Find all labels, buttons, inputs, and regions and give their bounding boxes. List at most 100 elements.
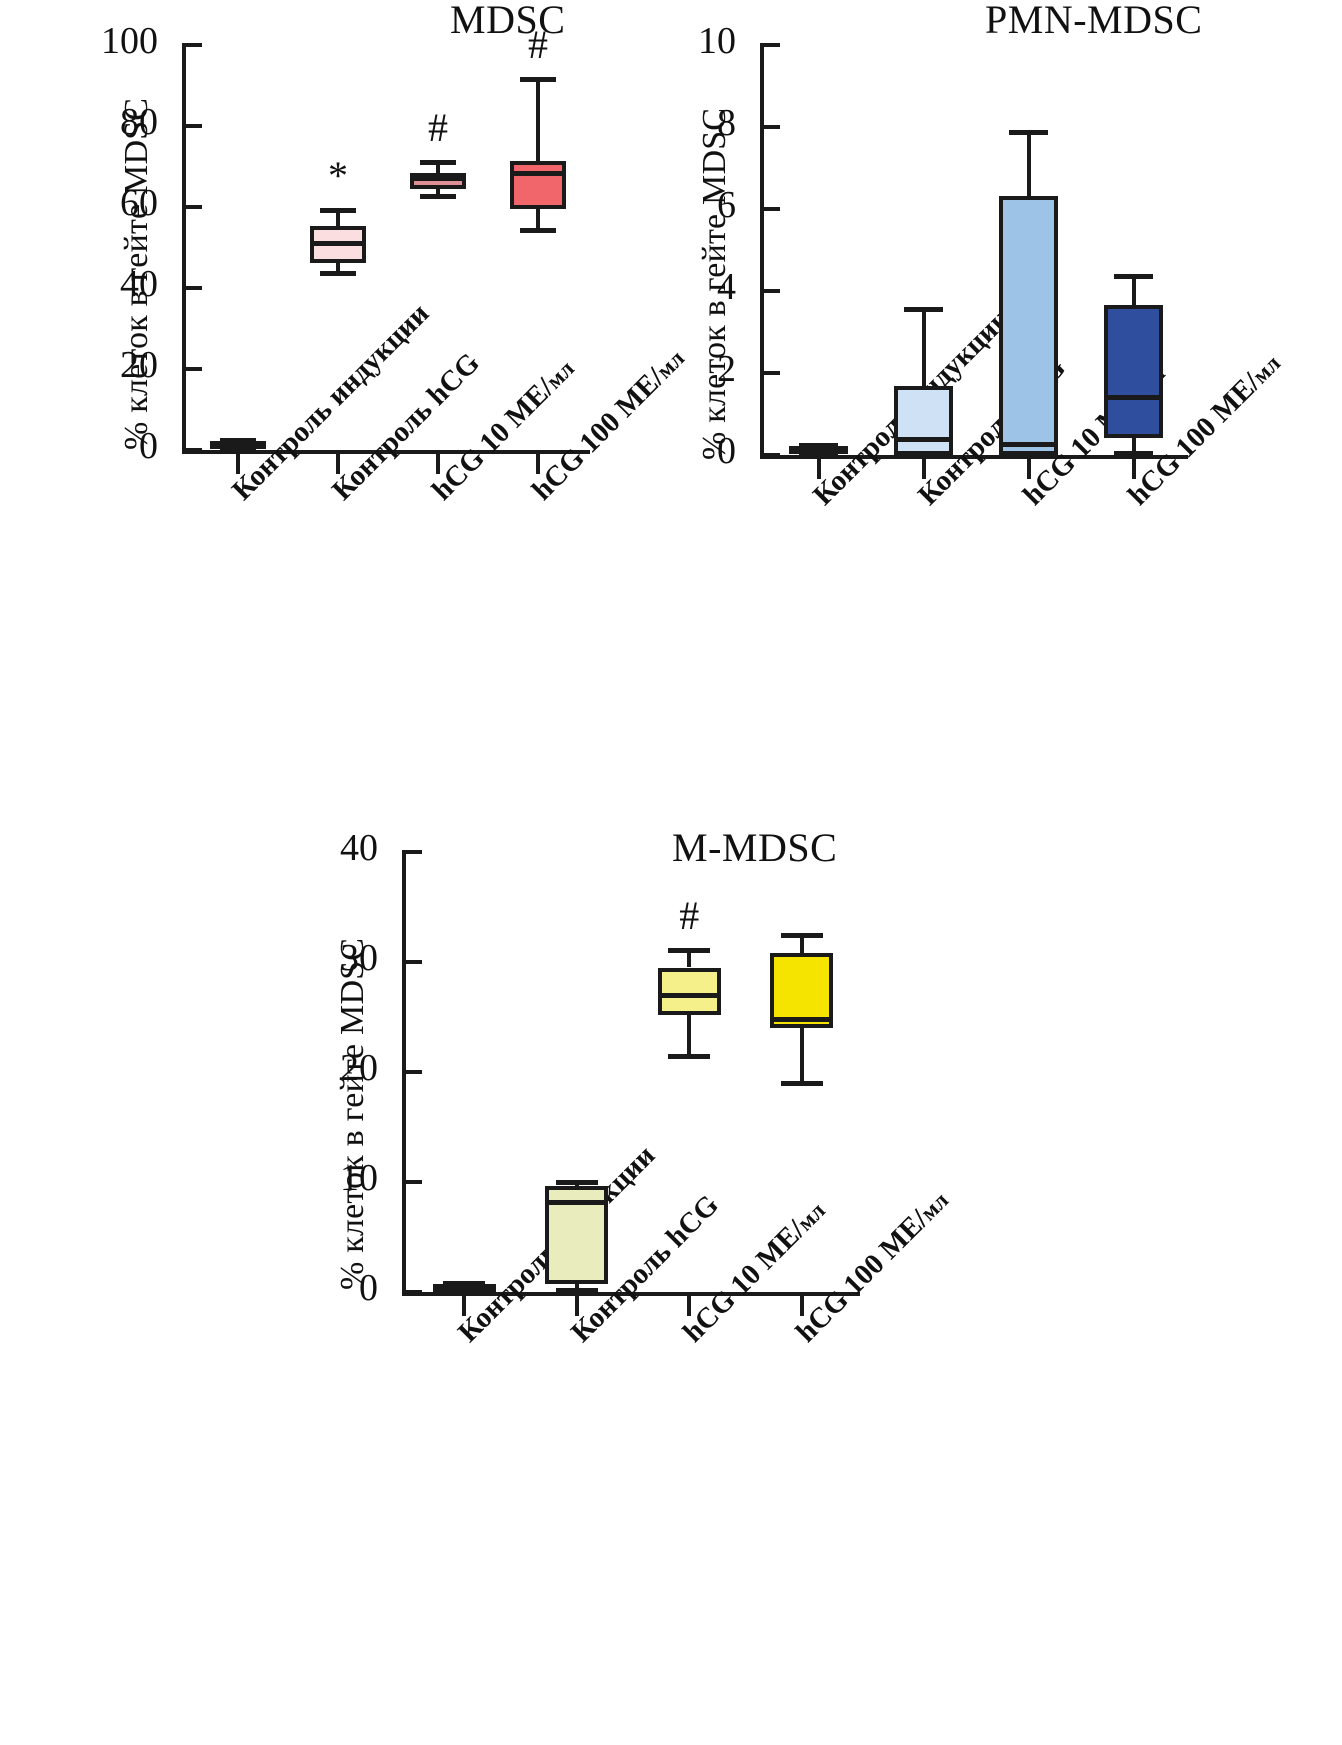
plot-area-mdsc: 0 20 40 60 80 100 Контроль индукции Контроль hC… [101, 20, 689, 507]
y-tick-label: 40 [120, 263, 158, 305]
y-tick-label: 2 [717, 348, 736, 390]
x-tick-mark [1131, 459, 1136, 479]
whisker-cap-upper [1114, 274, 1153, 280]
y-tick-label: 80 [120, 101, 158, 143]
y-tick-label: 4 [717, 266, 736, 308]
significance-marker: # [679, 892, 700, 938]
x-tick-mark [921, 459, 926, 479]
whisker-cap-lower [519, 227, 557, 233]
box-plot-median [1104, 394, 1163, 400]
y-tick-mark [182, 43, 202, 47]
box-plot-box [894, 386, 953, 455]
whisker-upper [799, 934, 804, 954]
y-tick-mark [760, 207, 780, 211]
whisker-cap-lower [1114, 450, 1153, 456]
y-tick-mark [402, 1180, 422, 1184]
y-tick-label: 8 [717, 102, 736, 144]
x-axis-line [760, 455, 1188, 459]
y-axis-label-m-mdsc: % клеток в гейте MDSC [334, 937, 371, 1290]
y-tick-mark [182, 367, 202, 371]
y-axis-line [182, 45, 186, 452]
y-tick-label: 30 [340, 937, 378, 979]
significance-marker: # [528, 22, 548, 68]
whisker-upper [336, 210, 340, 227]
box-plot-median [210, 441, 266, 447]
y-axis-line [760, 45, 764, 457]
panel-title-m-mdsc: M-MDSC [672, 825, 838, 870]
whisker-cap-lower [319, 271, 357, 277]
whisker-cap-lower [780, 1081, 823, 1086]
plot-area-pmn-mdsc: 0 2 4 6 8 10 Контроль индукции Контроль hCG hCG … [698, 20, 1285, 512]
x-tick-label: Контроль индукции [226, 297, 436, 507]
whisker-cap-upper [519, 77, 557, 83]
whisker-cap-upper [904, 307, 943, 313]
whisker-upper [687, 949, 692, 968]
whisker-upper [1131, 276, 1136, 305]
whisker-cap-lower [419, 193, 457, 199]
whisker-cap-lower [555, 1287, 598, 1293]
whisker-cap-lower [904, 453, 943, 458]
whisker-lower [436, 188, 440, 196]
y-tick-mark [760, 289, 780, 293]
y-tick-label: 6 [717, 184, 736, 226]
y-tick-mark [182, 448, 202, 452]
x-axis-line [402, 1292, 860, 1296]
whisker-cap-upper [443, 1281, 486, 1287]
y-tick-label: 0 [359, 1267, 378, 1309]
whisker-upper [536, 79, 540, 162]
whisker-lower [574, 1284, 579, 1290]
whisker-cap-lower [799, 452, 838, 458]
x-tick-mark [574, 1296, 579, 1316]
y-tick-mark [402, 850, 422, 854]
whisker-lower [536, 208, 540, 230]
whisker-lower [1131, 437, 1136, 453]
whisker-lower [687, 1014, 692, 1056]
box-plot-median [510, 170, 566, 176]
box-plot-median [310, 241, 366, 247]
y-tick-mark [182, 124, 202, 128]
x-tick-mark [1026, 459, 1031, 479]
y-tick-mark [182, 286, 202, 290]
whisker-cap-upper [219, 438, 257, 444]
x-tick-mark [436, 454, 440, 474]
y-tick-mark [760, 371, 780, 375]
y-tick-mark [402, 1290, 422, 1294]
whisker-upper [921, 309, 926, 387]
box-plot-box [657, 967, 721, 1015]
x-tick-mark [816, 459, 821, 479]
whisker-cap-upper [799, 443, 838, 449]
y-tick-label: 0 [139, 425, 158, 467]
y-tick-label: 100 [101, 20, 158, 62]
whisker-lower [799, 1028, 804, 1083]
chart-panel-pmn-mdsc: PMN-MDSC % клеток в гейте MDSC 0 2 4 6 8 10 Ко… [680, 0, 1342, 760]
significance-marker: * [328, 153, 348, 199]
y-tick-label: 20 [120, 344, 158, 386]
y-tick-mark [402, 960, 422, 964]
x-tick-mark [687, 1296, 692, 1316]
y-tick-label: 60 [120, 182, 158, 224]
whisker-cap-upper [319, 208, 357, 214]
whisker-cap-upper [419, 160, 457, 166]
y-tick-mark [182, 205, 202, 209]
x-tick-mark [799, 1296, 804, 1316]
x-tick-mark [462, 1296, 467, 1316]
y-tick-label: 20 [340, 1047, 378, 1089]
x-tick-mark [336, 454, 340, 474]
whisker-cap-upper [1009, 129, 1048, 135]
y-tick-label: 10 [698, 20, 736, 62]
panel-title-mdsc: MDSC [450, 0, 566, 42]
y-tick-mark [402, 1070, 422, 1074]
box-plot-median [894, 436, 953, 442]
panel-title-pmn-mdsc: PMN-MDSC [985, 0, 1203, 42]
whisker-cap-upper [555, 1180, 598, 1185]
box-plot-median [432, 1285, 496, 1291]
whisker-cap-lower [1009, 453, 1048, 458]
box-plot-box [1104, 304, 1163, 438]
y-tick-label: 40 [340, 827, 378, 869]
x-axis-line [182, 450, 590, 454]
box-plot-box [770, 953, 834, 1028]
whisker-lower [336, 262, 340, 274]
significance-marker: # [428, 105, 448, 151]
x-tick-mark [536, 454, 540, 474]
chart-panel-m-mdsc: M-MDSC % клеток в гейте MDSC 0 10 20 30 40 Ко… [290, 825, 953, 1660]
